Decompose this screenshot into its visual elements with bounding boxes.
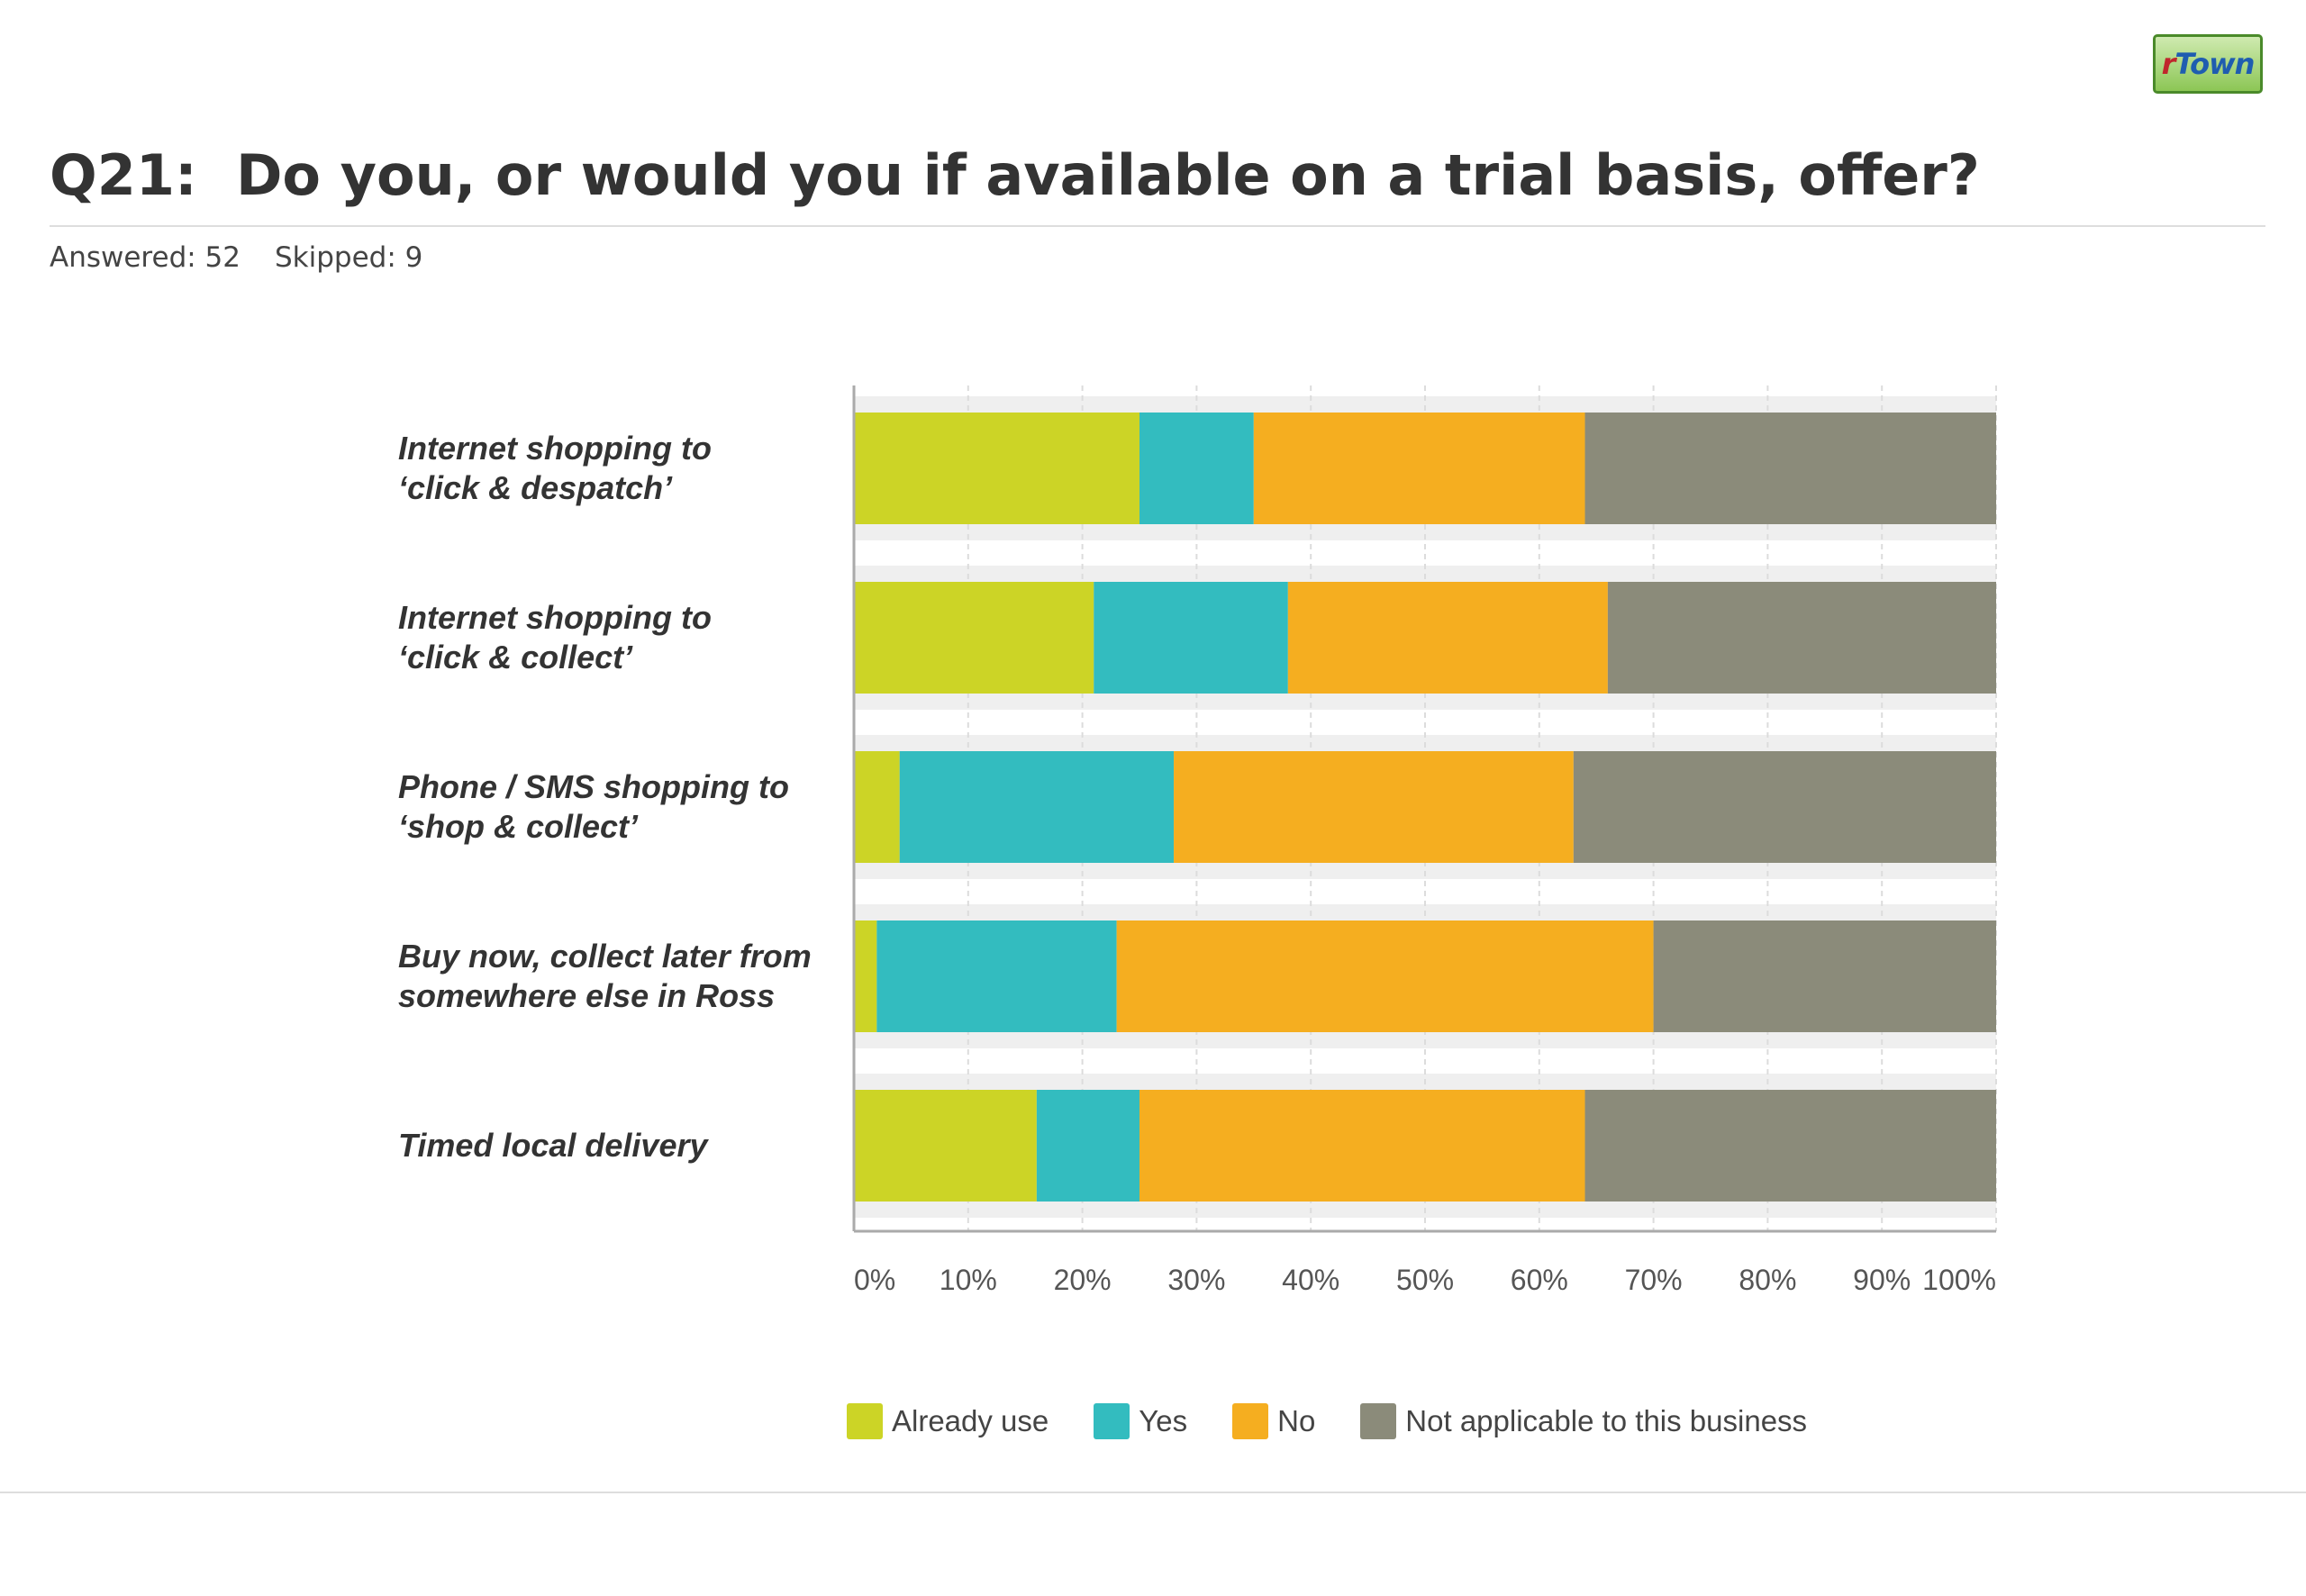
- legend-swatch: [847, 1403, 883, 1439]
- bar-segment: [1036, 1090, 1139, 1202]
- bar-segment: [854, 582, 1094, 694]
- row-label-line: Buy now, collect later from: [398, 938, 812, 975]
- row-label: Buy now, collect later from somewhere els…: [398, 937, 849, 1016]
- bar-segment: [1287, 582, 1608, 694]
- bar-segment: [854, 413, 1139, 524]
- response-stats: Answered: 52 Skipped: 9: [50, 241, 422, 274]
- legend-item: Not applicable to this business: [1360, 1403, 1807, 1439]
- stacked-bar-chart: 0% 10% 20% 30% 40% 50% 60% 70% 80% 90% 100%: [852, 385, 1997, 1296]
- row-label: Timed local delivery: [398, 1126, 849, 1165]
- legend-swatch: [1232, 1403, 1269, 1439]
- page-title: Q21: Do you, or would you if available o…: [50, 142, 1980, 208]
- x-tick-label: 60%: [1511, 1264, 1568, 1296]
- x-tick-label: 90%: [1853, 1264, 1911, 1296]
- bar-segment: [899, 751, 1175, 863]
- skipped-count: Skipped: 9: [275, 241, 423, 274]
- bar-segment: [1584, 413, 1996, 524]
- bar-segment: [1116, 920, 1654, 1032]
- legend-item: Already use: [847, 1403, 1049, 1439]
- bar-segment: [854, 1090, 1037, 1202]
- bar-segment: [854, 751, 900, 863]
- row-label-line: Timed local delivery: [398, 1127, 708, 1164]
- row-label-line: Internet shopping to: [398, 599, 712, 636]
- row-label-line: Internet shopping to: [398, 430, 712, 467]
- bar-segment: [1584, 1090, 1996, 1202]
- answered-count: Answered: 52: [50, 241, 241, 274]
- chart-legend: Already use Yes No Not applicable to this b…: [847, 1403, 1852, 1439]
- row-label: Internet shopping to ‘click & despatch’: [398, 429, 849, 508]
- legend-item: Yes: [1094, 1403, 1187, 1439]
- legend-label: Yes: [1139, 1404, 1188, 1437]
- bar-segment: [854, 920, 877, 1032]
- bar-segment: [876, 920, 1117, 1032]
- row-label: Phone / SMS shopping to ‘shop & collect’: [398, 767, 849, 847]
- x-tick-label: 30%: [1167, 1264, 1225, 1296]
- legend-label: No: [1277, 1404, 1316, 1437]
- bar-segment: [1653, 920, 1996, 1032]
- bar-segment: [1139, 413, 1254, 524]
- row-label-line: ‘click & despatch’: [398, 469, 673, 506]
- bar-segment: [1094, 582, 1288, 694]
- title-divider: [50, 225, 2265, 227]
- legend-label: Not applicable to this business: [1405, 1404, 1808, 1437]
- legend-label: Already use: [892, 1404, 1049, 1437]
- legend-swatch: [1360, 1403, 1397, 1439]
- x-tick-label: 100%: [1922, 1264, 1996, 1296]
- row-label-line: somewhere else in Ross: [398, 977, 776, 1014]
- row-label-line: ‘click & collect’: [398, 639, 633, 676]
- row-label-line: Phone / SMS shopping to: [398, 768, 789, 805]
- x-tick-label: 80%: [1739, 1264, 1796, 1296]
- bar-segment: [1253, 413, 1585, 524]
- row-label-line: ‘shop & collect’: [398, 808, 639, 845]
- x-tick-label: 20%: [1054, 1264, 1112, 1296]
- x-tick-label: 50%: [1396, 1264, 1454, 1296]
- row-label: Internet shopping to ‘click & collect’: [398, 598, 849, 677]
- legend-item: No: [1232, 1403, 1315, 1439]
- bar-segment: [1573, 751, 1996, 863]
- x-tick-label: 0%: [854, 1264, 895, 1296]
- bar-segment: [1174, 751, 1574, 863]
- rtown-logo: rTown: [2153, 34, 2263, 94]
- x-tick-label: 10%: [940, 1264, 997, 1296]
- bottom-divider: [0, 1492, 2306, 1493]
- x-tick-label: 40%: [1282, 1264, 1339, 1296]
- bar-segment: [1607, 582, 1996, 694]
- x-tick-label: 70%: [1625, 1264, 1683, 1296]
- bar-segment: [1139, 1090, 1585, 1202]
- legend-swatch: [1094, 1403, 1130, 1439]
